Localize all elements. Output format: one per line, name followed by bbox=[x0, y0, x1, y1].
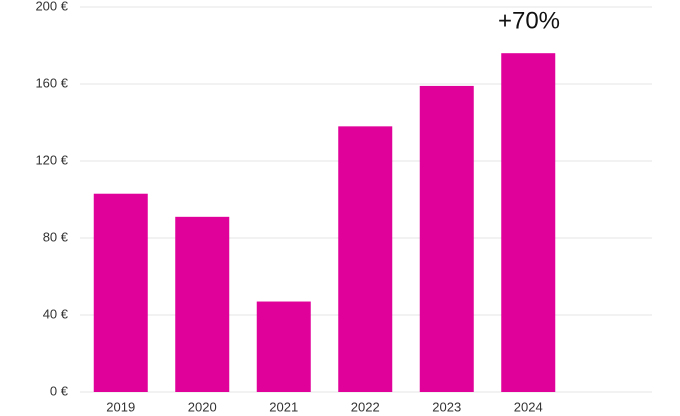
y-tick-label: 200 € bbox=[35, 0, 68, 13]
y-tick-label: 120 € bbox=[35, 152, 68, 167]
y-tick-label: 160 € bbox=[35, 75, 68, 90]
x-tick-label: 2019 bbox=[106, 399, 135, 414]
x-tick-label: 2024 bbox=[514, 399, 543, 414]
y-tick-label: 80 € bbox=[43, 229, 69, 244]
bar bbox=[501, 53, 556, 392]
bar bbox=[256, 301, 311, 392]
annotation: +70% bbox=[498, 7, 560, 34]
x-tick-label: 2020 bbox=[188, 399, 217, 414]
bar bbox=[175, 216, 230, 392]
bar bbox=[419, 85, 474, 393]
x-tick-label: 2022 bbox=[351, 399, 380, 414]
bar bbox=[338, 126, 393, 392]
x-tick-label: 2023 bbox=[432, 399, 461, 414]
x-tick-label: 2021 bbox=[269, 399, 298, 414]
bar bbox=[93, 193, 148, 392]
y-tick-label: 0 € bbox=[50, 383, 69, 398]
y-tick-label: 40 € bbox=[43, 306, 69, 321]
